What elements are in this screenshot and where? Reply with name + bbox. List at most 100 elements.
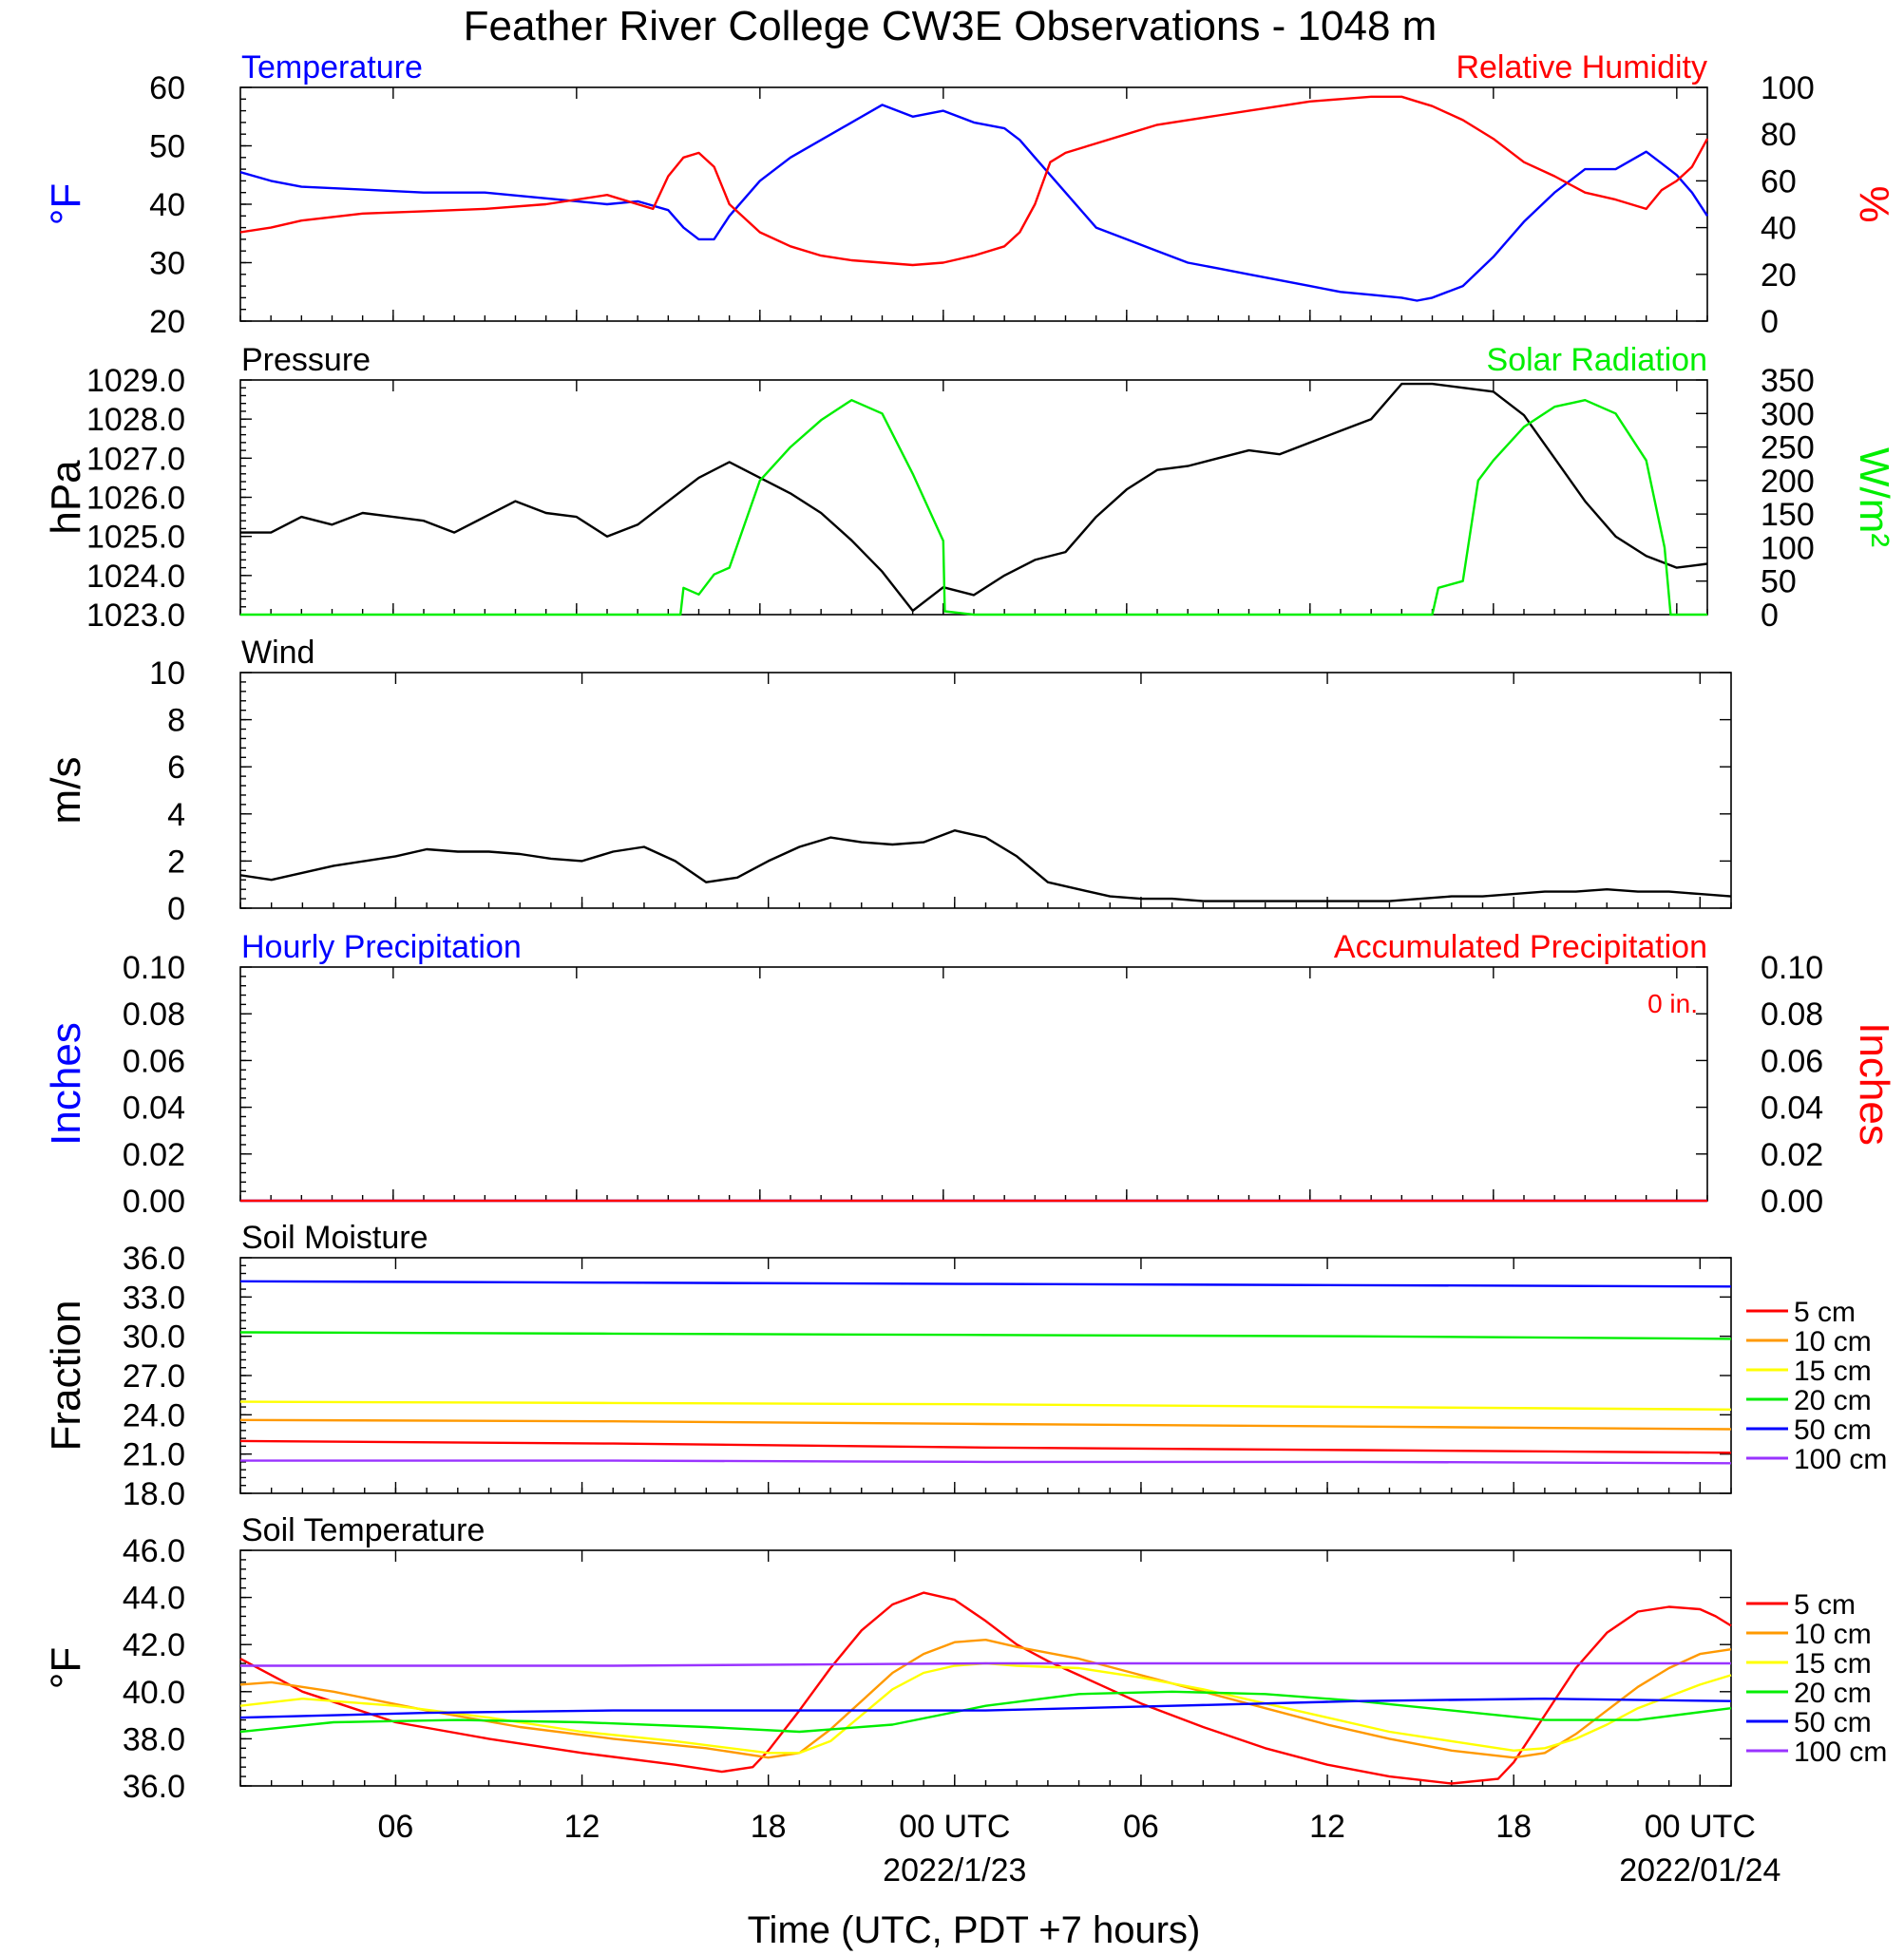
y-axis-label: °F <box>43 183 89 225</box>
plot-frame-precip <box>239 966 1708 1202</box>
y-tick-label-right: 300 <box>1761 396 1815 432</box>
y-tick-label: 0.08 <box>123 996 185 1033</box>
panel-temp: 20 30 40 50 60 0 20 40 60 80 100 Temperature Relativ… <box>43 49 1897 340</box>
panel-title-left: Pressure <box>241 342 371 378</box>
x-tick-label: 06 <box>1123 1809 1159 1845</box>
y-tick-label: 6 <box>167 750 185 786</box>
y-axis-label: Inches <box>43 1022 89 1146</box>
y-tick-label: 0.04 <box>123 1091 185 1127</box>
x-tick-label: 00 UTC <box>1645 1809 1756 1845</box>
panel-title-left: Temperature <box>241 49 423 85</box>
legend-label: 5 cm <box>1794 1297 1856 1328</box>
y-tick-label: 40.0 <box>123 1675 185 1711</box>
panel-title-left: Hourly Precipitation <box>241 929 522 965</box>
y-tick-label: 60 <box>149 70 185 106</box>
series-line-soilm-100-cm <box>240 1459 1732 1465</box>
y-tick-label-right: 250 <box>1761 430 1815 466</box>
y-tick-label-right: 0.08 <box>1761 996 1823 1033</box>
series-line-pressure-0 <box>240 382 1708 613</box>
y-tick-label: 0.00 <box>123 1184 185 1220</box>
y-tick-label-right: 200 <box>1761 464 1815 500</box>
panel-title-left: Wind <box>241 635 314 671</box>
y-tick-label-right: 350 <box>1761 363 1815 399</box>
y-tick-label-right: 80 <box>1761 117 1797 153</box>
panel-title-right: Accumulated Precipitation <box>1334 929 1707 965</box>
y-tick-label-right: 60 <box>1761 163 1797 199</box>
y-tick-label-right: 40 <box>1761 211 1797 247</box>
panel-title-left: Soil Moisture <box>241 1220 428 1256</box>
y-tick-label: 44.0 <box>123 1581 185 1617</box>
legend-label: 20 cm <box>1794 1385 1872 1416</box>
y-tick-label-right: 0.02 <box>1761 1137 1823 1173</box>
y-tick-label: 36.0 <box>123 1769 185 1805</box>
x-tick-label: 18 <box>751 1809 787 1845</box>
series-line-soilt-15-cm <box>239 1661 1732 1755</box>
y-tick-label: 36.0 <box>123 1241 185 1277</box>
y-tick-label: 0.02 <box>123 1137 185 1173</box>
x-tick-label: 12 <box>1309 1809 1345 1845</box>
y-tick-label: 2 <box>167 844 185 880</box>
series-line-temp-1 <box>239 95 1709 267</box>
y-axis-label: °F <box>43 1647 89 1689</box>
series-line-soilt-5-cm <box>239 1591 1732 1785</box>
y-tick-label: 1024.0 <box>86 559 185 595</box>
y-tick-label: 1029.0 <box>86 363 185 399</box>
legend-label: 10 cm <box>1794 1326 1872 1357</box>
legend-label: 20 cm <box>1794 1678 1872 1709</box>
panel-soilm: 18.021.0 24.027.030.033.036.0 Soil Moistur… <box>43 1220 1887 1512</box>
x-tick-label: 12 <box>564 1809 600 1845</box>
legend-label: 10 cm <box>1794 1619 1872 1650</box>
plot-frame-pressure <box>239 379 1708 616</box>
x-tick-date-label: 2022/1/23 <box>883 1852 1026 1889</box>
x-tick-label: 06 <box>378 1809 414 1845</box>
legend-label: 50 cm <box>1794 1707 1872 1738</box>
y-tick-label: 20 <box>149 304 185 340</box>
panel-title-right: Relative Humidity <box>1456 49 1707 85</box>
panel-title-right: Solar Radiation <box>1487 342 1707 378</box>
y-tick-label: 0.06 <box>123 1043 185 1079</box>
y-tick-label: 27.0 <box>123 1358 185 1395</box>
accumulated-precip-annotation: 0 in. <box>1647 989 1698 1018</box>
series-line-soilt-100-cm <box>240 1661 1731 1667</box>
y-axis-label-right: W/m² <box>1851 447 1897 547</box>
series-line-soilt-10-cm <box>239 1639 1732 1759</box>
panel-soilt: 36.0 38.0 40.0 42.0 44.0 46.0 Soil Temperature… <box>43 1512 1887 1805</box>
y-tick-label: 24.0 <box>123 1397 185 1433</box>
y-tick-label: 10 <box>149 655 185 692</box>
y-tick-label: 8 <box>167 703 185 739</box>
y-tick-label: 1025.0 <box>86 520 185 556</box>
series-line-soilt-20-cm <box>239 1690 1732 1734</box>
series-line-soilm-15-cm <box>239 1400 1732 1411</box>
y-tick-label: 40 <box>149 187 185 223</box>
y-tick-label-right: 50 <box>1761 564 1797 600</box>
x-tick-label: 00 UTC <box>899 1809 1010 1845</box>
y-tick-label-right: 150 <box>1761 497 1815 533</box>
y-tick-label-right: 0.04 <box>1761 1091 1823 1127</box>
y-tick-label-right: 0 <box>1761 598 1779 634</box>
y-tick-label: 30.0 <box>123 1319 185 1356</box>
y-tick-label: 42.0 <box>123 1627 185 1663</box>
plot-frame-wind <box>239 672 1732 909</box>
y-tick-label: 18.0 <box>123 1476 185 1512</box>
chart-title: Feather River College CW3E Observations … <box>464 3 1438 49</box>
series-line-soilm-5-cm <box>239 1439 1732 1454</box>
y-axis-label-right: Inches <box>1851 1022 1897 1146</box>
x-axis-label: Time (UTC, PDT +7 hours) <box>748 1909 1201 1951</box>
y-tick-label: 4 <box>167 797 185 833</box>
y-tick-label: 33.0 <box>123 1280 185 1316</box>
legend-label: 5 cm <box>1794 1589 1856 1621</box>
legend-label: 100 cm <box>1794 1444 1887 1475</box>
x-tick-label: 18 <box>1495 1809 1532 1845</box>
series-line-soilm-50-cm <box>239 1280 1732 1288</box>
y-axis-label: m/s <box>43 757 89 825</box>
series-line-soilm-20-cm <box>239 1331 1732 1340</box>
legend-label: 15 cm <box>1794 1356 1872 1387</box>
y-tick-label: 1026.0 <box>86 481 185 517</box>
y-axis-label: hPa <box>43 460 89 535</box>
series-line-soilm-10-cm <box>239 1418 1732 1431</box>
y-axis-label: Fraction <box>43 1300 89 1452</box>
plot-frame-soilm <box>239 1257 1732 1494</box>
